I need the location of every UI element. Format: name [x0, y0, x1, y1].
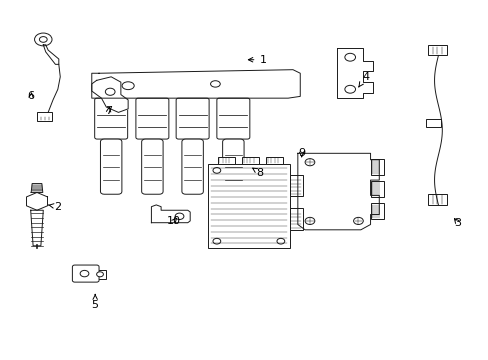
Circle shape: [305, 217, 314, 225]
Ellipse shape: [122, 82, 134, 90]
Bar: [370, 181, 384, 197]
Bar: [289, 175, 303, 196]
Circle shape: [40, 37, 47, 42]
Bar: [426, 119, 440, 127]
Bar: [289, 208, 303, 230]
Text: 5: 5: [91, 294, 99, 310]
Bar: [37, 112, 51, 121]
FancyBboxPatch shape: [222, 139, 244, 194]
Circle shape: [80, 270, 89, 277]
Circle shape: [353, 217, 363, 225]
Text: 2: 2: [49, 202, 61, 212]
Circle shape: [213, 238, 220, 244]
Text: 3: 3: [453, 218, 460, 228]
Circle shape: [305, 159, 314, 166]
Bar: [266, 157, 283, 164]
Bar: [370, 159, 384, 175]
FancyBboxPatch shape: [182, 139, 203, 194]
Polygon shape: [151, 205, 190, 223]
Bar: [427, 45, 446, 55]
Text: 6: 6: [28, 91, 35, 102]
FancyBboxPatch shape: [136, 98, 168, 139]
FancyBboxPatch shape: [142, 139, 163, 194]
Circle shape: [344, 53, 355, 61]
Text: 7: 7: [105, 105, 112, 116]
FancyBboxPatch shape: [72, 265, 99, 282]
Ellipse shape: [210, 81, 220, 87]
Text: 10: 10: [167, 216, 181, 226]
FancyBboxPatch shape: [176, 98, 209, 139]
Text: 9: 9: [298, 148, 305, 158]
Polygon shape: [297, 153, 379, 230]
Polygon shape: [336, 48, 372, 98]
Bar: [94, 270, 106, 279]
Circle shape: [276, 238, 284, 244]
Circle shape: [344, 85, 355, 93]
Circle shape: [97, 272, 103, 277]
Bar: [208, 164, 289, 248]
Polygon shape: [31, 210, 43, 246]
Text: 1: 1: [248, 55, 266, 65]
Polygon shape: [92, 77, 128, 112]
Bar: [427, 194, 446, 205]
Circle shape: [105, 88, 115, 95]
Polygon shape: [43, 45, 59, 64]
Bar: [242, 157, 259, 164]
Polygon shape: [31, 184, 43, 193]
Bar: [370, 203, 384, 219]
FancyBboxPatch shape: [100, 139, 122, 194]
Polygon shape: [26, 193, 47, 210]
Circle shape: [35, 33, 52, 46]
FancyBboxPatch shape: [95, 98, 127, 139]
Text: 4: 4: [358, 72, 368, 87]
FancyBboxPatch shape: [216, 98, 249, 139]
Text: 8: 8: [252, 168, 263, 178]
Circle shape: [175, 213, 183, 220]
Circle shape: [213, 167, 220, 173]
Polygon shape: [92, 70, 300, 98]
Bar: [217, 157, 234, 164]
